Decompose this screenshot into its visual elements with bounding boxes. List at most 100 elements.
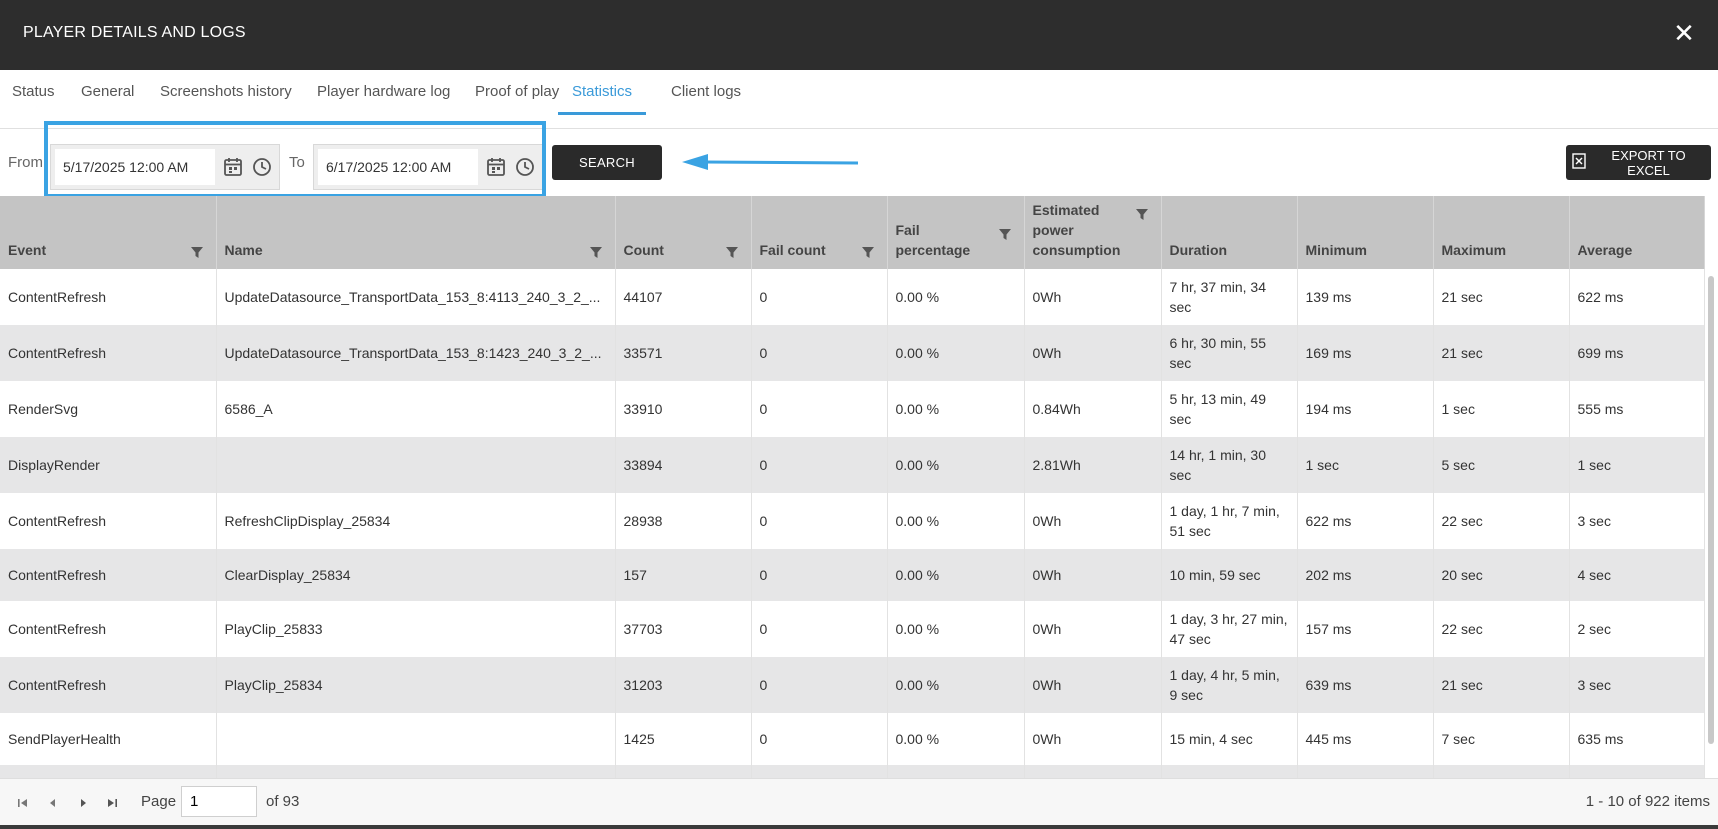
cell-minimum: 169 ms	[1297, 325, 1434, 381]
cell-count: 37703	[615, 601, 752, 657]
to-label: To	[289, 154, 305, 171]
cell-duration: 6 hr, 30 min, 55 sec	[1161, 325, 1298, 381]
cell-maximum: 21 sec	[1433, 325, 1570, 381]
cell-duration: 1 day, 3 hr, 27 min, 47 sec	[1161, 601, 1298, 657]
cell-count: 31203	[615, 657, 752, 713]
cell-fail-percentage	[887, 765, 1025, 778]
previous-page-icon[interactable]	[46, 796, 60, 810]
tab-client-logs[interactable]: Client logs	[671, 83, 742, 100]
column-header-duration[interactable]: Duration	[1161, 196, 1298, 269]
cell-event: SendPlayerHealth	[0, 713, 217, 765]
page-count-label: of 93	[266, 793, 300, 810]
cell-fail-count: 0	[751, 601, 888, 657]
cell-maximum: 22 sec	[1433, 601, 1570, 657]
tab-statistics[interactable]: Statistics	[558, 82, 647, 115]
cell-power: 0Wh	[1024, 493, 1162, 549]
cell-power: 0Wh	[1024, 325, 1162, 381]
cell-name: RefreshClipDisplay_25834	[216, 493, 616, 549]
cell-count: 33910	[615, 381, 752, 437]
column-header-event[interactable]: Event	[0, 196, 217, 269]
cell-event: DisplayRender	[0, 437, 217, 493]
table-row[interactable]: ContentRefresh RefreshClipDisplay_25834 …	[0, 493, 1705, 549]
cell-name	[216, 713, 616, 765]
cell-average: 1 sec	[1569, 437, 1705, 493]
search-button[interactable]: SEARCH	[552, 145, 662, 180]
cell-maximum	[1433, 765, 1570, 778]
cell-average: 2 sec	[1569, 601, 1705, 657]
cell-minimum: 1 sec	[1297, 437, 1434, 493]
cell-fail-count: 0	[751, 269, 888, 325]
page-number-input[interactable]	[181, 786, 257, 817]
cell-fail-count	[751, 765, 888, 778]
cell-minimum: 639 ms	[1297, 657, 1434, 713]
filter-icon[interactable]	[861, 245, 875, 259]
cell-fail-percentage: 0.00 %	[887, 713, 1025, 765]
dialog-titlebar: PLAYER DETAILS AND LOGS ✕	[0, 0, 1718, 70]
close-icon[interactable]: ✕	[1673, 19, 1695, 49]
column-header-maximum[interactable]: Maximum	[1433, 196, 1570, 269]
cell-name: PlayClip_25833	[216, 601, 616, 657]
cell-power: 0Wh	[1024, 549, 1162, 601]
table-row[interactable]: RenderSvg 6586_A 33910 0 0.00 % 0.84Wh 5…	[0, 381, 1705, 437]
table-header-row: Event Name Count Fail count Fail percent…	[0, 196, 1705, 269]
column-header-count[interactable]: Count	[615, 196, 752, 269]
filter-icon[interactable]	[589, 245, 603, 259]
cell-name: UpdateDatasource_TransportData_153_8:142…	[216, 325, 616, 381]
excel-icon	[1572, 153, 1586, 172]
table-row[interactable]: ContentRefresh UpdateDatasource_Transpor…	[0, 325, 1705, 381]
page-label: Page	[141, 793, 177, 810]
tab-general[interactable]: General	[81, 83, 135, 100]
column-header-minimum[interactable]: Minimum	[1297, 196, 1434, 269]
cell-minimum: 194 ms	[1297, 381, 1434, 437]
cell-maximum: 1 sec	[1433, 381, 1570, 437]
to-date-input[interactable]	[318, 149, 478, 185]
first-page-icon[interactable]	[16, 796, 30, 810]
calendar-icon[interactable]	[221, 155, 245, 179]
tab-player-hardware-log[interactable]: Player hardware log	[317, 83, 451, 100]
column-header-name[interactable]: Name	[216, 196, 616, 269]
tab-screenshots-history[interactable]: Screenshots history	[160, 83, 292, 100]
tab-proof-of-play[interactable]: Proof of play	[475, 83, 560, 100]
column-header-estimated-power-consumption[interactable]: Estimated power consumption	[1024, 196, 1162, 269]
table-row[interactable]: ContentRefresh PlayClip_25834 31203 0 0.…	[0, 657, 1705, 713]
cell-minimum: 622 ms	[1297, 493, 1434, 549]
cell-duration	[1161, 765, 1298, 778]
to-datetime-picker	[313, 144, 543, 190]
filter-icon[interactable]	[725, 245, 739, 259]
cell-average: 635 ms	[1569, 713, 1705, 765]
cell-event: ContentRefresh	[0, 549, 217, 601]
cell-maximum: 21 sec	[1433, 269, 1570, 325]
clock-icon[interactable]	[250, 155, 274, 179]
filter-icon[interactable]	[190, 245, 204, 259]
cell-count: 1425	[615, 713, 752, 765]
next-page-icon[interactable]	[76, 796, 90, 810]
column-header-fail-percentage[interactable]: Fail percentage	[887, 196, 1025, 269]
date-filter-bar: From To	[0, 128, 1718, 196]
table-row[interactable]: DisplayRender 33894 0 0.00 % 2.81Wh 14 h…	[0, 437, 1705, 493]
cell-power: 2.81Wh	[1024, 437, 1162, 493]
cell-event	[0, 765, 217, 778]
cell-minimum: 157 ms	[1297, 601, 1434, 657]
cell-average: 3 sec	[1569, 493, 1705, 549]
from-date-input[interactable]	[55, 149, 215, 185]
table-row[interactable]: ContentRefresh ClearDisplay_25834 157 0 …	[0, 549, 1705, 601]
table-row[interactable]: ContentRefresh UpdateDatasource_Transpor…	[0, 269, 1705, 325]
export-button-label: EXPORT TO EXCEL	[1611, 147, 1686, 178]
column-header-average[interactable]: Average	[1569, 196, 1705, 269]
cell-minimum: 202 ms	[1297, 549, 1434, 601]
vertical-scrollbar[interactable]	[1708, 276, 1714, 744]
dialog-title: PLAYER DETAILS AND LOGS	[23, 24, 246, 41]
column-header-fail-count[interactable]: Fail count	[751, 196, 888, 269]
cell-average: 555 ms	[1569, 381, 1705, 437]
calendar-icon[interactable]	[484, 155, 508, 179]
table-row[interactable]	[0, 765, 1705, 778]
table-row[interactable]: ContentRefresh PlayClip_25833 37703 0 0.…	[0, 601, 1705, 657]
export-to-excel-button[interactable]: EXPORT TO EXCEL	[1566, 145, 1711, 180]
tab-status[interactable]: Status	[12, 83, 55, 100]
table-row[interactable]: SendPlayerHealth 1425 0 0.00 % 0Wh 15 mi…	[0, 713, 1705, 765]
clock-icon[interactable]	[513, 155, 537, 179]
filter-icon[interactable]	[998, 227, 1012, 241]
last-page-icon[interactable]	[105, 796, 119, 810]
filter-icon[interactable]	[1135, 207, 1149, 221]
cell-name	[216, 765, 616, 778]
